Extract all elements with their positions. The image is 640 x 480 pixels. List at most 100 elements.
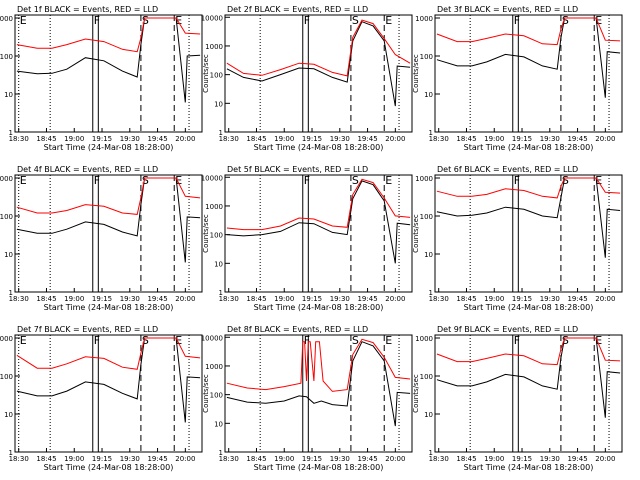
y-axis-label: Counts/sec bbox=[412, 54, 420, 93]
x-axis-label: Start Time (24-Mar-08 18:28:00) bbox=[254, 463, 384, 472]
x-tick-label: 19:15 bbox=[512, 295, 532, 303]
event-marker-label: S bbox=[562, 14, 569, 27]
x-tick-label: 19:45 bbox=[567, 295, 587, 303]
event-marker-label: S bbox=[142, 174, 149, 187]
x-tick-label: 18:30 bbox=[429, 455, 449, 463]
x-axis-label: Start Time (24-Mar-08 18:28:00) bbox=[464, 463, 594, 472]
event-marker-label: E bbox=[595, 14, 602, 27]
y-tick-label: 100 bbox=[210, 72, 223, 80]
chart-title: Det 9f BLACK = Events, RED = LLD bbox=[437, 325, 578, 334]
x-tick-label: 19:00 bbox=[64, 455, 84, 463]
y-tick-label: 1 bbox=[219, 449, 223, 457]
x-tick-label: 20:00 bbox=[175, 135, 195, 143]
x-tick-label: 20:00 bbox=[385, 135, 405, 143]
events-series-line bbox=[16, 17, 201, 103]
x-tick-label: 18:30 bbox=[219, 455, 239, 463]
x-tick-label: 18:30 bbox=[219, 135, 239, 143]
event-marker-label: F bbox=[94, 14, 100, 27]
x-tick-label: 18:30 bbox=[9, 135, 29, 143]
chart-title: Det 5f BLACK = Events, RED = LLD bbox=[227, 165, 368, 174]
event-marker-label: E bbox=[175, 174, 182, 187]
y-tick-label: 100 bbox=[210, 232, 223, 240]
x-tick-label: 19:00 bbox=[274, 455, 294, 463]
y-tick-label: 10 bbox=[424, 91, 433, 99]
event-marker-label: F bbox=[514, 334, 520, 347]
y-tick-label: 100 bbox=[420, 373, 433, 381]
lld-series-line bbox=[436, 177, 621, 199]
plot-frame bbox=[434, 334, 623, 453]
y-tick-label: 1 bbox=[429, 289, 433, 297]
chart-title: Det 2f BLACK = Events, RED = LLD bbox=[227, 5, 368, 14]
x-tick-label: 20:00 bbox=[175, 295, 195, 303]
x-tick-label: 18:45 bbox=[246, 295, 266, 303]
x-tick-label: 19:45 bbox=[147, 295, 167, 303]
x-tick-label: 19:15 bbox=[302, 455, 322, 463]
event-marker-label: F bbox=[304, 174, 310, 187]
events-series-line bbox=[436, 177, 621, 258]
y-tick-label: 1 bbox=[9, 289, 13, 297]
lld-series-line bbox=[16, 337, 201, 370]
x-tick-label: 19:00 bbox=[274, 135, 294, 143]
y-tick-label: 10000 bbox=[201, 174, 223, 182]
event-marker-label: E bbox=[595, 174, 602, 187]
event-marker-label: E bbox=[595, 334, 602, 347]
events-series-line bbox=[226, 21, 411, 107]
event-marker-label: S bbox=[352, 334, 359, 347]
x-tick-label: 18:45 bbox=[456, 135, 476, 143]
events-series-line bbox=[436, 17, 621, 98]
lld-series-line bbox=[226, 178, 411, 231]
x-tick-label: 20:00 bbox=[595, 455, 615, 463]
x-tick-label: 19:45 bbox=[567, 455, 587, 463]
x-tick-label: 19:15 bbox=[92, 455, 112, 463]
event-marker-label: F bbox=[304, 14, 310, 27]
y-tick-label: 1000 bbox=[415, 175, 433, 183]
x-tick-label: 18:45 bbox=[246, 135, 266, 143]
x-tick-label: 19:00 bbox=[484, 135, 504, 143]
x-tick-label: 18:30 bbox=[429, 295, 449, 303]
y-axis-label: Counts/sec bbox=[412, 214, 420, 253]
plot-frame bbox=[224, 174, 413, 293]
y-tick-label: 100 bbox=[0, 53, 13, 61]
event-marker-label: S bbox=[562, 174, 569, 187]
y-tick-label: 100 bbox=[420, 213, 433, 221]
chart-title: Det 4f BLACK = Events, RED = LLD bbox=[17, 165, 158, 174]
y-tick-label: 1000 bbox=[0, 15, 13, 23]
lld-series-line bbox=[226, 19, 411, 77]
x-tick-label: 19:00 bbox=[484, 455, 504, 463]
y-tick-label: 1 bbox=[219, 289, 223, 297]
x-tick-label: 19:15 bbox=[302, 295, 322, 303]
event-marker-label: F bbox=[94, 334, 100, 347]
y-tick-label: 100 bbox=[210, 392, 223, 400]
x-axis-label: Start Time (24-Mar-08 18:28:00) bbox=[464, 143, 594, 152]
chart-title: Det 8f BLACK = Events, RED = LLD bbox=[227, 325, 368, 334]
x-tick-label: 19:45 bbox=[567, 135, 587, 143]
event-marker-label: E bbox=[175, 334, 182, 347]
plot-frame bbox=[224, 334, 413, 453]
event-marker-label: S bbox=[352, 174, 359, 187]
chart-title: Det 6f BLACK = Events, RED = LLD bbox=[437, 165, 578, 174]
x-tick-label: 18:30 bbox=[219, 295, 239, 303]
x-tick-label: 19:15 bbox=[302, 135, 322, 143]
y-tick-label: 10000 bbox=[201, 334, 223, 342]
x-tick-label: 19:45 bbox=[357, 455, 377, 463]
x-tick-label: 18:30 bbox=[429, 135, 449, 143]
y-tick-label: 1000 bbox=[415, 15, 433, 23]
events-series-line bbox=[226, 180, 411, 264]
event-marker-label: F bbox=[514, 14, 520, 27]
x-axis-label: Start Time (24-Mar-08 18:28:00) bbox=[464, 303, 594, 312]
plot-frame bbox=[14, 174, 203, 293]
event-marker-label: E bbox=[20, 334, 27, 347]
x-tick-label: 19:15 bbox=[512, 455, 532, 463]
y-tick-label: 1 bbox=[9, 449, 13, 457]
y-tick-label: 100 bbox=[420, 53, 433, 61]
events-series-line bbox=[226, 341, 411, 427]
x-tick-label: 19:45 bbox=[147, 135, 167, 143]
x-tick-label: 19:30 bbox=[540, 455, 560, 463]
lld-series-line bbox=[226, 338, 411, 392]
x-axis-label: Start Time (24-Mar-08 18:28:00) bbox=[44, 463, 174, 472]
plot-frame bbox=[14, 14, 203, 133]
event-marker-label: E bbox=[175, 14, 182, 27]
